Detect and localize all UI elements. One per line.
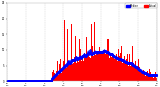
Legend: Median, Actual: Median, Actual: [125, 3, 157, 8]
